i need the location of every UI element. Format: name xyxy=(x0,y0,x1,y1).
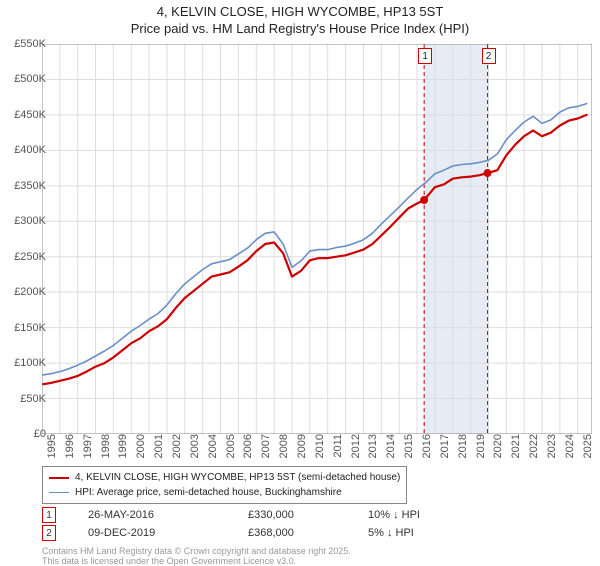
x-tick-label: 2015 xyxy=(403,434,415,464)
x-tick-label: 1998 xyxy=(100,434,112,464)
y-tick-label: £50K xyxy=(20,393,46,405)
x-tick-label: 2008 xyxy=(278,434,290,464)
x-tick-label: 2001 xyxy=(153,434,165,464)
y-tick-label: £550K xyxy=(14,38,46,50)
y-tick-label: £200K xyxy=(14,286,46,298)
y-tick-label: £500K xyxy=(14,73,46,85)
x-tick-label: 2023 xyxy=(546,434,558,464)
y-tick-label: £0 xyxy=(34,428,46,440)
y-tick-label: £450K xyxy=(14,109,46,121)
legend-row: 4, KELVIN CLOSE, HIGH WYCOMBE, HP13 5ST … xyxy=(49,470,400,485)
x-tick-label: 2011 xyxy=(332,434,344,464)
sale-delta: 10% ↓ HPI xyxy=(368,509,488,521)
x-tick-label: 2012 xyxy=(350,434,362,464)
chart-area xyxy=(42,44,592,434)
x-tick-label: 2006 xyxy=(242,434,254,464)
x-tick-label: 2018 xyxy=(457,434,469,464)
x-tick-label: 1995 xyxy=(46,434,58,464)
footer-attribution: Contains HM Land Registry data © Crown c… xyxy=(42,546,351,566)
legend: 4, KELVIN CLOSE, HIGH WYCOMBE, HP13 5ST … xyxy=(42,466,407,504)
x-tick-label: 2016 xyxy=(421,434,433,464)
x-tick-label: 2021 xyxy=(510,434,522,464)
sale-marker-ref: 1 xyxy=(42,507,56,523)
x-tick-label: 2020 xyxy=(492,434,504,464)
sale-marker-ref: 2 xyxy=(42,525,56,541)
chart-container: 4, KELVIN CLOSE, HIGH WYCOMBE, HP13 5ST … xyxy=(0,4,600,564)
x-tick-label: 2004 xyxy=(207,434,219,464)
sale-marker-label: 1 xyxy=(418,48,432,64)
legend-text: 4, KELVIN CLOSE, HIGH WYCOMBE, HP13 5ST … xyxy=(75,470,400,485)
y-tick-label: £300K xyxy=(14,215,46,227)
x-tick-label: 2003 xyxy=(189,434,201,464)
sale-price: £330,000 xyxy=(248,509,368,521)
x-tick-label: 2017 xyxy=(439,434,451,464)
x-tick-label: 2009 xyxy=(296,434,308,464)
x-tick-label: 2014 xyxy=(385,434,397,464)
legend-swatch xyxy=(49,492,69,493)
sale-row: 2 09-DEC-2019£368,0005% ↓ HPI xyxy=(42,524,488,542)
legend-swatch xyxy=(49,477,69,479)
chart-svg xyxy=(42,44,592,434)
x-tick-label: 1996 xyxy=(64,434,76,464)
x-tick-label: 2019 xyxy=(475,434,487,464)
x-tick-label: 2025 xyxy=(582,434,594,464)
x-tick-label: 2002 xyxy=(171,434,183,464)
x-tick-label: 1997 xyxy=(82,434,94,464)
x-tick-label: 2000 xyxy=(135,434,147,464)
sale-row: 1 26-MAY-2016£330,00010% ↓ HPI xyxy=(42,506,488,524)
y-tick-label: £100K xyxy=(14,357,46,369)
x-tick-label: 2022 xyxy=(528,434,540,464)
y-tick-label: £150K xyxy=(14,322,46,334)
y-tick-label: £350K xyxy=(14,180,46,192)
title-line-2: Price paid vs. HM Land Registry's House … xyxy=(0,21,600,36)
legend-text: HPI: Average price, semi-detached house,… xyxy=(75,485,342,500)
x-tick-label: 2013 xyxy=(367,434,379,464)
y-tick-label: £250K xyxy=(14,251,46,263)
x-tick-label: 2010 xyxy=(314,434,326,464)
title-line-1: 4, KELVIN CLOSE, HIGH WYCOMBE, HP13 5ST xyxy=(0,4,600,19)
sale-delta: 5% ↓ HPI xyxy=(368,527,488,539)
x-tick-label: 1999 xyxy=(117,434,129,464)
sale-date: 26-MAY-2016 xyxy=(88,509,248,521)
footer-line-1: Contains HM Land Registry data © Crown c… xyxy=(42,546,351,556)
x-tick-label: 2024 xyxy=(564,434,576,464)
footer-line-2: This data is licensed under the Open Gov… xyxy=(42,556,351,566)
sale-price: £368,000 xyxy=(248,527,368,539)
sale-marker-label: 2 xyxy=(482,48,496,64)
x-tick-label: 2007 xyxy=(260,434,272,464)
sales-table: 1 26-MAY-2016£330,00010% ↓ HPI 2 09-DEC-201… xyxy=(42,506,488,542)
sale-date: 09-DEC-2019 xyxy=(88,527,248,539)
legend-row: HPI: Average price, semi-detached house,… xyxy=(49,485,400,500)
y-tick-label: £400K xyxy=(14,144,46,156)
x-tick-label: 2005 xyxy=(225,434,237,464)
